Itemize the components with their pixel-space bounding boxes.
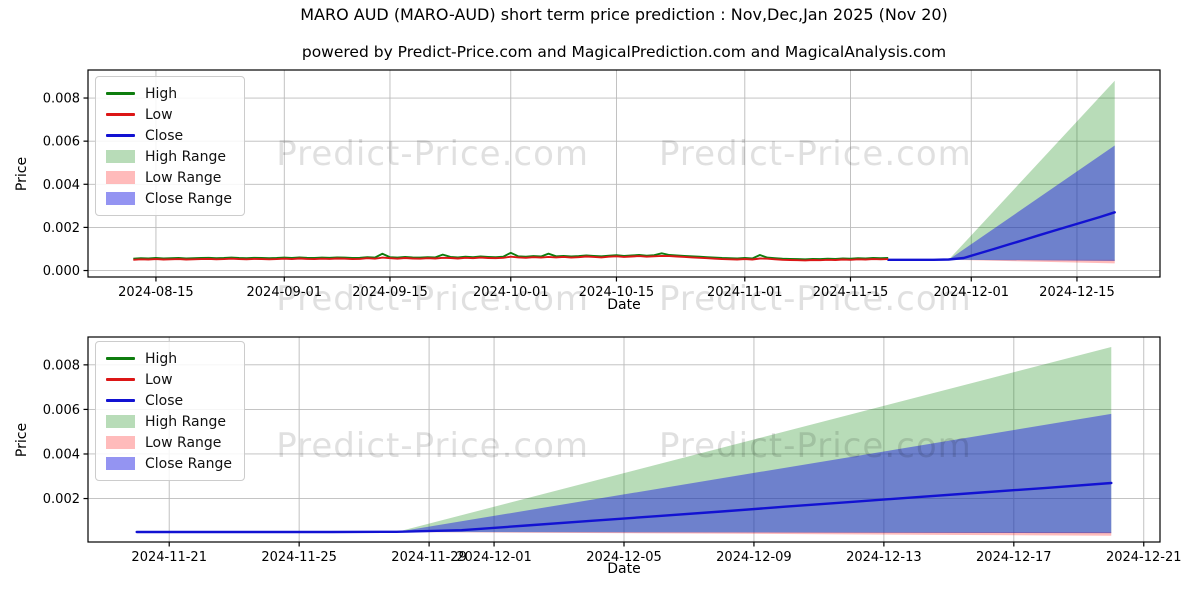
close-line	[135, 481, 1113, 534]
close-range-area	[948, 145, 1115, 261]
legend-line-swatch	[106, 92, 135, 95]
low-range-area	[948, 259, 1115, 264]
legend-item-close-range: Close Range	[106, 455, 232, 472]
legend-line-swatch	[106, 378, 135, 381]
x-tick-label: 2024-12-01	[933, 285, 1009, 300]
legend-label: Low	[145, 371, 173, 388]
y-tick-label: 0.002	[43, 221, 80, 236]
legend-label: Low Range	[145, 169, 222, 186]
y-tick-label: 0.006	[43, 135, 80, 150]
page-title: MARO AUD (MARO-AUD) short term price pre…	[300, 5, 948, 24]
legend-label: High	[145, 85, 178, 102]
plot-background	[88, 70, 1160, 277]
high-range-area	[948, 80, 1115, 261]
legend-label: Close Range	[145, 455, 232, 472]
x-tick-label: 2024-10-15	[579, 285, 655, 300]
y-tick-label: 0.006	[43, 403, 80, 418]
x-tick-label: 2024-12-01	[456, 550, 532, 565]
legend-item-close: Close	[106, 127, 232, 144]
legend-fill-swatch	[106, 415, 135, 428]
legend-line-swatch	[106, 399, 135, 402]
x-tick-label: 2024-12-15	[1039, 285, 1115, 300]
legend-label: High Range	[145, 413, 226, 430]
legend-bottom-chart: High Low Close High Range Low Range Close Ran…	[95, 341, 245, 481]
x-tick-label: 2024-12-21	[1106, 550, 1182, 565]
grid	[88, 337, 1160, 542]
close-line	[887, 211, 1116, 261]
x-tick-label: 2024-11-01	[707, 285, 783, 300]
legend-label: Low Range	[145, 434, 222, 451]
axes-frame	[87, 69, 1161, 278]
legend-item-high: High	[106, 85, 232, 102]
x-tick-label: 2024-12-09	[716, 550, 792, 565]
legend-fill-swatch	[106, 192, 135, 205]
y-tick-label: 0.008	[43, 358, 80, 373]
y-tick-label: 0.004	[43, 447, 80, 462]
bottom-chart: 2024-11-21 2024-11-25 2024-11-292024-12-01…	[43, 336, 1182, 565]
y-axis-label-bottom: Price	[14, 422, 30, 458]
legend-item-high: High	[106, 350, 232, 367]
legend-label: Close Range	[145, 190, 232, 207]
legend-top-chart: High Low Close High Range Low Range Close Ran…	[95, 76, 245, 216]
legend-label: High	[145, 350, 178, 367]
x-tick-label: 2024-08-15	[118, 285, 194, 300]
legend-item-close: Close	[106, 392, 232, 409]
x-axis-label-bottom: Date	[607, 561, 641, 577]
y-tick-label: 0.002	[43, 492, 80, 507]
x-tick-label: 2024-12-17	[976, 550, 1052, 565]
y-axis-label-top: Price	[14, 156, 30, 192]
legend-item-close-range: Close Range	[106, 190, 232, 207]
legend-line-swatch	[106, 113, 135, 116]
page-subtitle: powered by Predict-Price.com and Magical…	[301, 43, 947, 61]
y-tick-label: 0.004	[43, 178, 80, 193]
legend-item-high-range: High Range	[106, 413, 232, 430]
x-tick-label: 2024-11-21	[131, 550, 207, 565]
high-line	[133, 251, 889, 261]
legend-line-swatch	[106, 134, 135, 137]
x-tick-label: 2024-12-05	[586, 550, 662, 565]
grid	[88, 70, 1160, 277]
x-tick-label: 2024-11-25	[261, 550, 337, 565]
top-chart: 2024-08-15 2024-09-01 2024-09-15 2024-10-01…	[43, 69, 1161, 300]
legend-item-high-range: High Range	[106, 148, 232, 165]
legend-fill-swatch	[106, 150, 135, 163]
x-tick-label: 2024-10-01	[473, 285, 549, 300]
tick-labels: 2024-08-15 2024-09-01 2024-09-15 2024-10-01…	[43, 92, 1115, 300]
low-line	[133, 254, 889, 262]
legend-label: Close	[145, 392, 184, 409]
legend-fill-swatch	[106, 457, 135, 470]
legend-item-low-range: Low Range	[106, 169, 232, 186]
y-tick-label: 0.000	[43, 264, 80, 279]
legend-label: High Range	[145, 148, 226, 165]
x-tick-label: 2024-12-13	[846, 550, 922, 565]
high-range-area	[396, 347, 1112, 534]
x-tick-label: 2024-11-29	[391, 550, 467, 565]
x-tick-label: 2024-11-15	[813, 285, 889, 300]
x-axis-label-top: Date	[607, 297, 641, 313]
x-tick-label: 2024-09-15	[352, 285, 428, 300]
low-range-area	[396, 531, 1112, 536]
legend-fill-swatch	[106, 171, 135, 184]
tick-labels: 2024-11-21 2024-11-25 2024-11-292024-12-01…	[43, 358, 1182, 565]
legend-label: Close	[145, 127, 184, 144]
y-tick-label: 0.008	[43, 92, 80, 107]
legend-fill-swatch	[106, 436, 135, 449]
legend-line-swatch	[106, 357, 135, 360]
legend-item-low-range: Low Range	[106, 434, 232, 451]
legend-item-low: Low	[106, 371, 232, 388]
close-range-area	[396, 413, 1112, 534]
x-tick-label: 2024-09-01	[247, 285, 323, 300]
legend-label: Low	[145, 106, 173, 123]
legend-item-low: Low	[106, 106, 232, 123]
